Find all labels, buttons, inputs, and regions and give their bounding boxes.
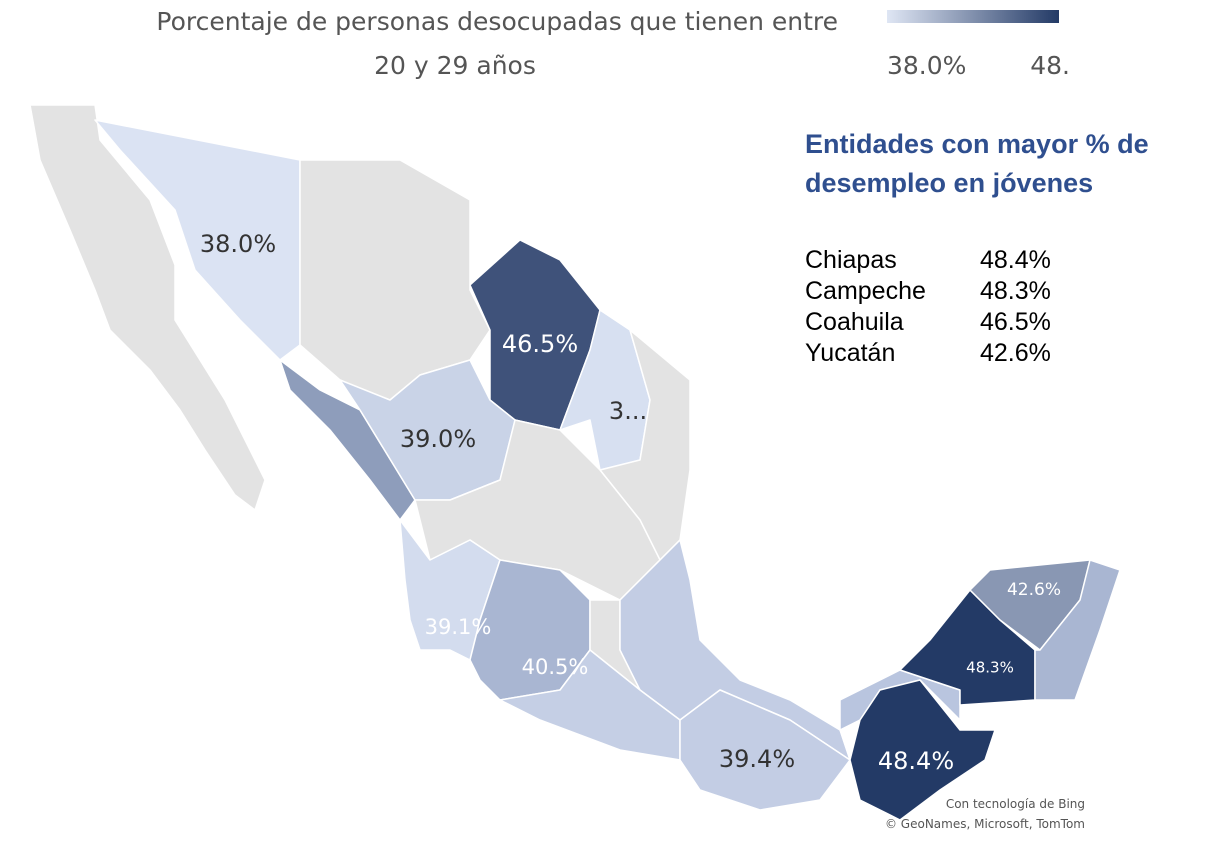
attribution: © GeoNames, Microsoft, TomTom — [885, 817, 1085, 831]
panel-title: Entidades con mayor % de — [805, 129, 1149, 159]
legend-gradient — [887, 10, 1059, 23]
map-label: 42.6% — [1007, 580, 1061, 600]
row-name: Campeche — [805, 277, 926, 305]
panel-table: Chiapas 48.4% Campeche 48.3% Coahuila 46.5% Yu… — [805, 246, 1051, 367]
map-label: 39.4% — [719, 745, 795, 773]
map-label: 39.0% — [400, 425, 476, 453]
map-label: 48.3% — [966, 659, 1014, 677]
map-label: 48.4% — [878, 747, 954, 775]
row-value: 42.6% — [980, 339, 1051, 367]
row-name: Coahuila — [805, 308, 904, 336]
legend-title: Porcentaje de personas desocupadas que t… — [156, 7, 838, 36]
state — [679, 689, 851, 811]
legend-max: 48. — [1030, 51, 1070, 80]
state — [1034, 559, 1121, 701]
map-label: 40.5% — [522, 655, 589, 679]
map-label: 39.1% — [425, 615, 492, 639]
row-value: 48.4% — [980, 246, 1051, 274]
attribution: Con tecnología de Bing — [946, 797, 1085, 811]
map-states — [29, 104, 1121, 821]
map-label: 3... — [609, 397, 647, 425]
state — [849, 679, 996, 821]
legend-title: 20 y 29 años — [374, 51, 536, 80]
row-name: Chiapas — [805, 246, 897, 274]
panel-title: desempleo en jóvenes — [805, 168, 1093, 198]
map-label: 46.5% — [502, 330, 578, 358]
state — [29, 104, 266, 511]
row-name: Yucatán — [805, 339, 895, 367]
map-label: 38.0% — [200, 230, 276, 258]
row-value: 48.3% — [980, 277, 1051, 305]
legend-min: 38.0% — [887, 51, 966, 80]
row-value: 46.5% — [980, 308, 1051, 336]
